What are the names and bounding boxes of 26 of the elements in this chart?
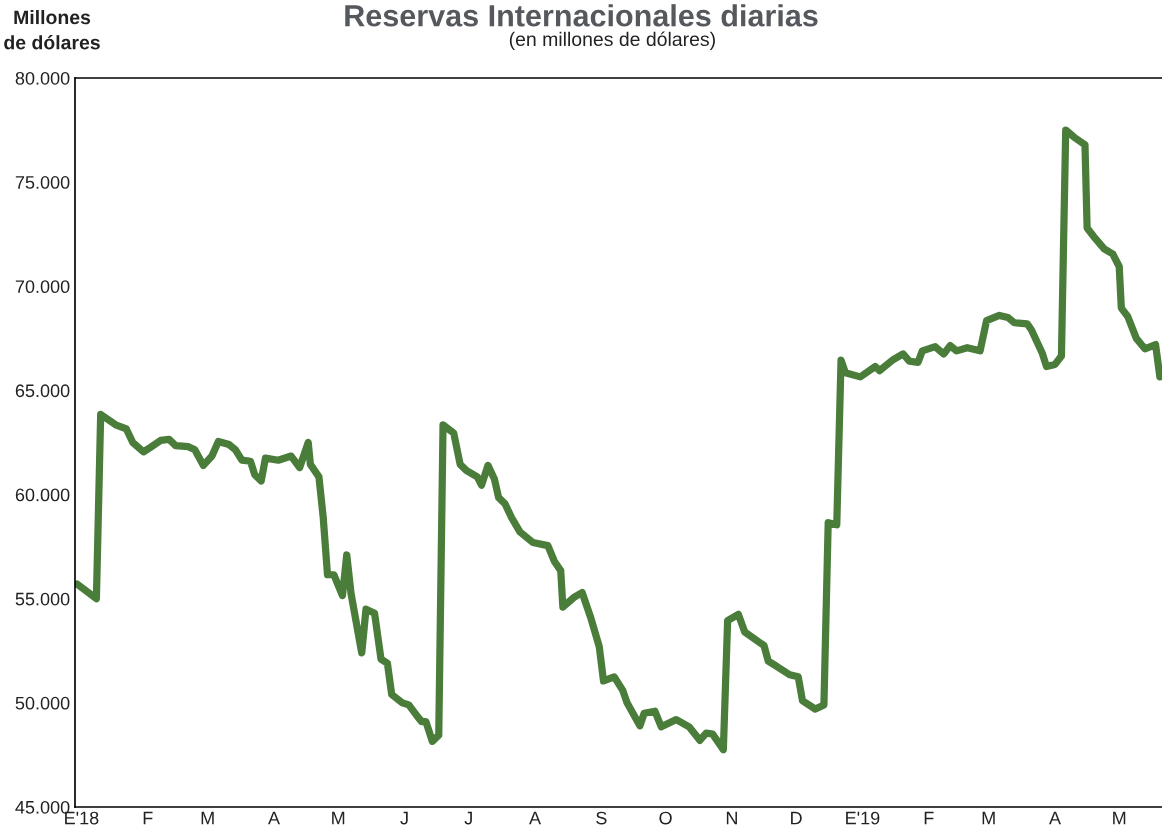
chart-title: Reservas Internacionales diarias	[345, 4, 818, 27]
y-tick-label: 60.000	[15, 488, 70, 502]
y-tick-label: 55.000	[15, 592, 70, 606]
x-tick-label: F	[924, 811, 934, 825]
y-tick-label: 75.000	[15, 176, 70, 189]
y-tick-label: 80.000	[15, 71, 70, 85]
x-tick-label: J	[464, 811, 472, 825]
x-tick-label: F	[143, 811, 153, 825]
x-tick-label: M	[201, 811, 214, 825]
x-tick-label: A	[268, 811, 280, 825]
y-axis-title: Millones de dólares	[4, 9, 100, 50]
x-tick-label: E'19	[846, 811, 880, 825]
x-tick-label: M	[332, 811, 345, 825]
x-tick-label: A	[529, 811, 542, 825]
x-tick-label: S	[596, 811, 607, 825]
chart-subtitle: (en millones de dólares)	[509, 31, 715, 50]
x-tick-label: M	[982, 811, 995, 825]
x-tick-label: N	[726, 811, 737, 825]
x-tick-label: O	[659, 811, 672, 825]
x-tick-label: J	[400, 811, 408, 825]
x-tick-label: D	[791, 811, 802, 825]
x-tick-label: M	[1113, 811, 1126, 825]
y-tick-label: 70.000	[15, 280, 70, 294]
y-tick-label: 50.000	[15, 696, 70, 710]
y-tick-label: 65.000	[15, 384, 70, 398]
x-tick-label: A	[1049, 811, 1061, 825]
